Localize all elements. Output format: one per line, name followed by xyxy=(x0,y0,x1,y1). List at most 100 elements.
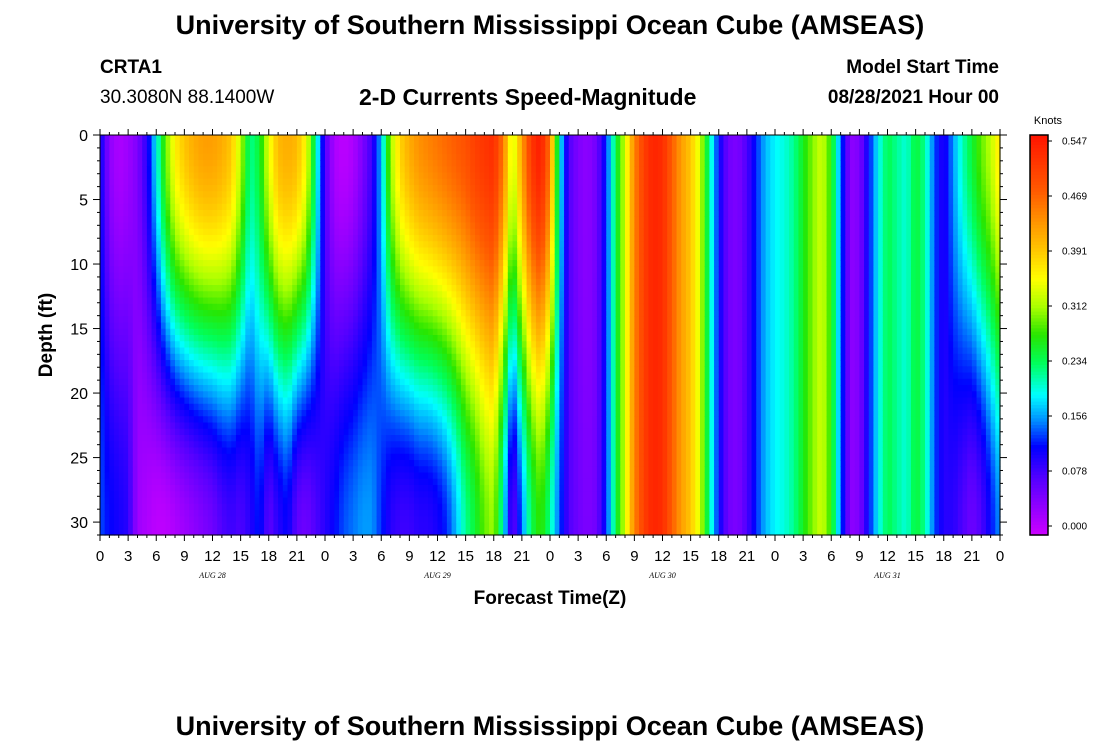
heatmap-cell xyxy=(184,153,190,161)
heatmap-cell xyxy=(371,385,378,392)
heatmap-cell xyxy=(446,460,453,467)
heatmap-cell xyxy=(160,453,167,461)
heatmap-cell xyxy=(235,485,242,492)
heatmap-cell xyxy=(451,385,457,392)
heatmap-cell xyxy=(437,216,443,224)
heatmap-cell xyxy=(376,228,382,236)
heatmap-cell xyxy=(170,203,176,211)
heatmap-cell xyxy=(292,372,298,380)
heatmap-cell xyxy=(268,266,275,274)
heatmap-cell xyxy=(367,335,373,342)
heatmap-cell xyxy=(437,310,443,317)
heatmap-cell xyxy=(142,253,148,261)
heatmap-cell xyxy=(179,503,185,511)
heatmap-cell xyxy=(151,422,157,430)
heatmap-cell xyxy=(114,441,120,449)
heatmap-cell xyxy=(245,147,251,155)
heatmap-cell xyxy=(132,447,139,455)
heatmap-cell xyxy=(432,322,439,330)
heatmap-cell xyxy=(184,472,190,480)
heatmap-cell xyxy=(287,235,293,242)
heatmap-cell xyxy=(437,391,443,399)
heatmap-cell xyxy=(245,422,251,430)
heatmap-cell xyxy=(456,466,462,474)
heatmap-cell xyxy=(268,497,275,505)
heatmap-cell xyxy=(353,447,359,455)
heatmap-cell xyxy=(414,147,420,155)
heatmap-cell xyxy=(109,303,115,311)
heatmap-cell xyxy=(207,528,214,536)
heatmap-cell xyxy=(353,278,359,286)
heatmap-cell xyxy=(193,216,200,224)
heatmap-cell xyxy=(418,185,425,192)
heatmap-cell xyxy=(132,303,139,311)
heatmap-cell xyxy=(320,347,326,355)
heatmap-cell xyxy=(278,291,284,299)
heatmap-cell xyxy=(339,422,345,430)
heatmap-cell xyxy=(226,322,232,330)
heatmap-cell xyxy=(259,260,265,267)
heatmap-cell xyxy=(418,391,425,399)
heatmap-cell xyxy=(235,403,242,411)
heatmap-cell xyxy=(217,191,223,199)
heatmap-cell xyxy=(221,297,228,305)
heatmap-cell xyxy=(114,166,120,174)
heatmap-cell xyxy=(376,285,382,292)
heatmap-cell xyxy=(325,297,331,305)
heatmap-cell xyxy=(442,253,448,261)
heatmap-cell xyxy=(212,228,218,236)
heatmap-cell xyxy=(184,460,190,467)
heatmap-cell xyxy=(245,460,251,467)
heatmap-cell xyxy=(367,528,373,536)
heatmap-cell xyxy=(165,197,171,205)
heatmap-cell xyxy=(390,310,396,317)
heatmap-cell xyxy=(189,353,195,361)
heatmap-cell xyxy=(404,147,410,155)
heatmap-cell xyxy=(409,191,415,199)
heatmap-cell xyxy=(357,272,364,280)
heatmap-cell xyxy=(334,335,340,342)
heatmap-cell xyxy=(329,228,335,236)
heatmap-cell xyxy=(446,135,453,142)
heatmap-cell xyxy=(273,441,279,449)
heatmap-cell xyxy=(118,166,125,174)
heatmap-cell xyxy=(151,416,157,424)
heatmap-cell xyxy=(100,441,106,449)
heatmap-cell xyxy=(217,322,223,330)
heatmap-cell xyxy=(456,141,462,149)
heatmap-cell xyxy=(128,278,134,286)
heatmap-cell xyxy=(100,410,106,417)
heatmap-cell xyxy=(456,178,462,186)
heatmap-cell xyxy=(193,285,200,292)
heatmap-cell xyxy=(235,303,242,311)
heatmap-cell xyxy=(226,166,232,174)
heatmap-cell xyxy=(390,141,396,149)
heatmap-cell xyxy=(404,228,410,236)
heatmap-cell xyxy=(118,216,125,224)
heatmap-cell xyxy=(292,472,298,480)
heatmap-cell xyxy=(310,503,317,511)
heatmap-cell xyxy=(376,403,382,411)
heatmap-cell xyxy=(109,297,115,305)
heatmap-cell xyxy=(348,185,354,192)
heatmap-cell xyxy=(381,422,387,430)
heatmap-cell xyxy=(100,178,106,186)
heatmap-cell xyxy=(353,328,359,336)
heatmap-cell xyxy=(132,410,139,417)
heatmap-cell xyxy=(343,341,350,349)
heatmap-cell xyxy=(170,410,176,417)
heatmap-cell xyxy=(109,216,115,224)
heatmap-cell xyxy=(212,397,218,405)
heatmap-cell xyxy=(278,222,284,230)
heatmap-cell xyxy=(165,410,171,417)
heatmap-cell xyxy=(282,322,289,330)
heatmap-cell xyxy=(217,335,223,342)
heatmap-cell xyxy=(179,135,185,142)
heatmap-cell xyxy=(217,347,223,355)
heatmap-cell xyxy=(428,316,434,324)
heatmap-cell xyxy=(306,416,312,424)
heatmap-cell xyxy=(104,303,110,311)
heatmap-cell xyxy=(250,147,256,155)
heatmap-cell xyxy=(179,460,185,467)
heatmap-cell xyxy=(142,166,148,174)
